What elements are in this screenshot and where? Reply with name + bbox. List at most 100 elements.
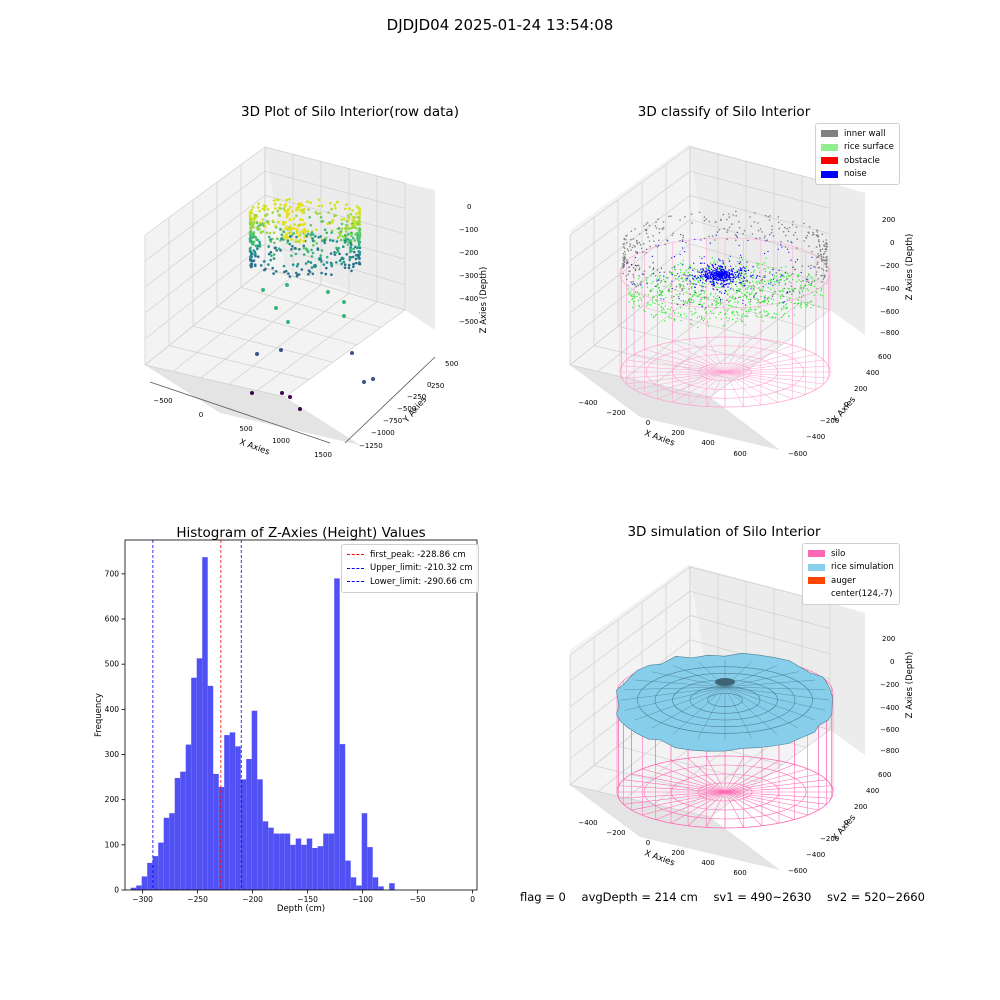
inner-wall-point	[816, 263, 818, 265]
inner-wall-point	[796, 247, 798, 249]
data-point	[325, 236, 328, 240]
rice-surface-point	[631, 295, 633, 297]
raw-x-tick: 1000	[272, 437, 290, 445]
rice-surface-point	[807, 289, 809, 292]
rice-surface-point	[708, 305, 710, 307]
noise-point	[656, 280, 658, 282]
data-point	[272, 231, 276, 234]
histogram-bar	[196, 658, 203, 890]
inner-wall-point	[638, 233, 641, 235]
noise-point	[707, 276, 709, 278]
rice-surface-point	[801, 288, 803, 290]
rice-surface-point	[633, 293, 635, 296]
data-point	[330, 231, 333, 234]
silo-wire	[724, 768, 808, 793]
data-point	[357, 222, 361, 225]
noise-point	[759, 275, 761, 277]
noise-point	[671, 274, 673, 276]
gridline	[709, 729, 831, 818]
gridline	[168, 345, 310, 380]
noise-point	[701, 290, 703, 292]
inner-wall-point	[821, 248, 824, 250]
inner-wall-point	[820, 255, 822, 257]
histogram-bar	[301, 844, 307, 890]
data-point	[358, 233, 362, 236]
noise-point	[707, 277, 710, 280]
sv2-value: sv2 = 520~2660	[827, 890, 925, 904]
data-point	[322, 263, 326, 266]
noise-point	[740, 268, 742, 270]
rice-surface-point	[770, 297, 772, 300]
inner-wall-point	[705, 218, 707, 220]
data-point	[329, 201, 332, 205]
rice-surface-point	[693, 294, 695, 296]
data-point	[320, 220, 323, 223]
inner-wall-point	[755, 292, 758, 294]
data-point	[273, 241, 276, 245]
rice-surface-point	[757, 316, 759, 318]
gridline	[144, 219, 266, 314]
rice-surface-point	[781, 293, 783, 296]
rice-surface-point	[803, 285, 805, 287]
noise-point	[718, 271, 720, 273]
gridline	[569, 590, 691, 682]
data-point	[358, 246, 362, 250]
rice-surface-point	[725, 312, 727, 315]
inner-wall-point	[816, 256, 818, 259]
rice-surface-point	[805, 306, 807, 308]
data-point	[347, 219, 350, 223]
classify-y-tick: −200	[820, 417, 839, 425]
histogram-bar	[334, 578, 340, 890]
rice-surface-point	[767, 312, 769, 315]
noise-point	[719, 299, 721, 301]
noise-point	[738, 262, 740, 265]
data-point	[344, 227, 347, 230]
inner-wall-point	[771, 228, 773, 231]
rice-surface-point	[695, 311, 697, 314]
rice-surface-point	[699, 284, 701, 287]
data-point	[342, 260, 346, 264]
rice-surface-point	[655, 285, 658, 287]
data-point	[317, 236, 320, 239]
noise-point	[627, 262, 629, 264]
data-point	[249, 234, 253, 238]
inner-wall-point	[645, 229, 648, 232]
inner-wall-point	[632, 238, 635, 240]
rice-mesh-wire	[651, 686, 726, 729]
rice-surface-point	[780, 279, 782, 281]
noise-point	[806, 278, 808, 280]
noise-point	[701, 262, 703, 264]
rice-surface-point	[728, 317, 730, 319]
inner-wall-point	[636, 264, 639, 267]
inner-wall-point	[754, 212, 756, 214]
raw-x-tick: 1500	[314, 451, 332, 459]
rice-surface-point	[663, 309, 665, 311]
inner-wall-point	[823, 276, 826, 278]
data-point	[351, 209, 354, 212]
noise-point	[727, 271, 729, 273]
rice-surface-point	[741, 285, 743, 287]
silo-wire	[724, 371, 793, 400]
data-point	[352, 247, 355, 251]
rice-surface-point	[661, 307, 663, 309]
rice-surface-point	[732, 288, 734, 290]
rice-surface-point	[768, 296, 770, 299]
data-point	[330, 208, 333, 211]
rice-surface-point	[745, 297, 748, 299]
data-point	[340, 262, 343, 266]
inner-wall-point	[623, 263, 626, 266]
rice-surface-point	[711, 312, 713, 315]
noise-point	[723, 275, 725, 277]
rice-surface-point	[767, 301, 770, 303]
noise-point	[640, 284, 642, 286]
silo-wire	[644, 349, 726, 373]
data-point	[348, 227, 352, 230]
noise-point	[764, 297, 766, 299]
inner-wall-point	[646, 221, 649, 224]
rice-surface-point	[735, 321, 737, 323]
rice-surface-point	[741, 292, 743, 294]
rice-surface-point	[782, 290, 784, 292]
simulation-y-tick: 0	[844, 819, 848, 827]
rice-surface-point	[767, 280, 769, 282]
rice-mesh-wire	[724, 679, 816, 688]
